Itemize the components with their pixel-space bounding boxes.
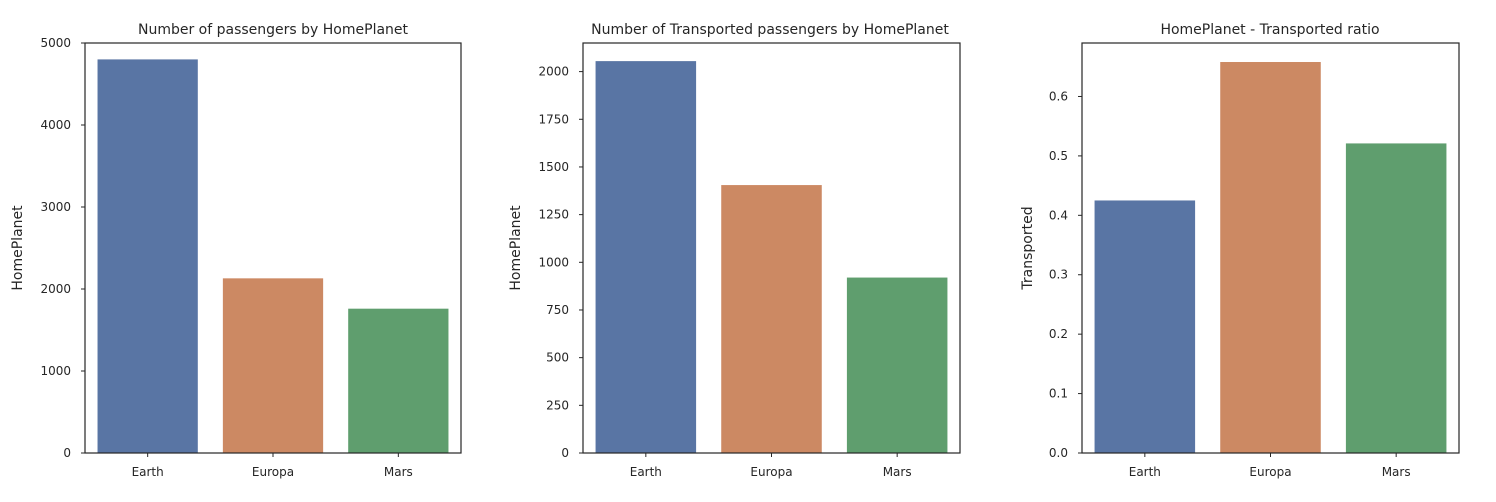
y-axis-label: Transported [1020, 206, 1036, 290]
y-tick-label: 0.2 [1049, 327, 1068, 341]
y-tick-label: 4000 [40, 118, 71, 132]
y-ticks: 0 250 500 750 1000 1250 1500 1750 2000 [538, 65, 583, 460]
y-tick-label: 1000 [40, 364, 71, 378]
x-tick-label: Europa [1249, 465, 1291, 479]
x-ticks: Earth Europa Mars [1129, 453, 1411, 479]
y-tick-label: 5000 [40, 36, 71, 50]
chart-title: Number of passengers by HomePlanet [138, 22, 409, 38]
y-tick-label: 1750 [538, 112, 569, 126]
y-tick-label: 0.3 [1049, 268, 1068, 282]
bar-earth [1094, 200, 1196, 453]
bars [1094, 62, 1447, 453]
x-tick-label: Mars [1382, 465, 1411, 479]
y-tick-label: 1500 [538, 160, 569, 174]
y-tick-label: 750 [546, 303, 569, 317]
y-tick-label: 500 [546, 351, 569, 365]
y-tick-label: 250 [546, 398, 569, 412]
chart-title: HomePlanet - Transported ratio [1160, 22, 1379, 38]
x-tick-label: Mars [883, 465, 912, 479]
passengers-chart: Number of passengers by HomePlanet HomeP… [10, 22, 462, 479]
y-tick-label: 3000 [40, 200, 71, 214]
plot-frame [1081, 42, 1460, 454]
y-tick-label: 0.1 [1049, 387, 1068, 401]
plot-frame [84, 42, 462, 454]
y-tick-label: 1000 [538, 255, 569, 269]
bars [595, 61, 948, 454]
y-tick-label: 2000 [538, 65, 569, 79]
x-tick-label: Europa [750, 465, 792, 479]
bar-earth [595, 61, 697, 454]
bar-mars [348, 308, 449, 453]
y-axis-label: HomePlanet [508, 205, 524, 291]
y-tick-label: 1250 [538, 208, 569, 222]
x-tick-label: Earth [1129, 465, 1161, 479]
x-tick-label: Mars [384, 465, 413, 479]
x-tick-label: Europa [252, 465, 294, 479]
x-tick-label: Earth [630, 465, 662, 479]
y-tick-label: 0.6 [1049, 89, 1068, 103]
bar-mars [846, 277, 948, 453]
transported-passengers-chart: Number of Transported passengers by Home… [508, 22, 961, 479]
x-ticks: Earth Europa Mars [630, 453, 912, 479]
y-tick-label: 0 [561, 446, 569, 460]
y-axis-label: HomePlanet [10, 205, 26, 291]
y-tick-label: 2000 [40, 282, 71, 296]
bar-europa [721, 185, 822, 453]
y-tick-label: 0 [63, 446, 71, 460]
chart-title: Number of Transported passengers by Home… [591, 22, 949, 38]
transported-ratio-chart: HomePlanet - Transported ratio Transport… [1020, 22, 1460, 479]
bar-europa [1220, 62, 1321, 453]
bar-europa [222, 278, 324, 453]
plot-frame [582, 42, 961, 454]
bar-earth [97, 59, 198, 454]
y-ticks: 0 1000 2000 3000 4000 5000 [40, 36, 85, 460]
y-tick-label: 0.5 [1049, 149, 1068, 163]
y-tick-label: 0.4 [1049, 208, 1068, 222]
bars [97, 59, 449, 454]
y-ticks: 0.0 0.1 0.2 0.3 0.4 0.5 0.6 [1049, 89, 1082, 460]
x-ticks: Earth Europa Mars [132, 453, 413, 479]
y-tick-label: 0.0 [1049, 446, 1068, 460]
bar-mars [1345, 143, 1447, 453]
x-tick-label: Earth [132, 465, 164, 479]
